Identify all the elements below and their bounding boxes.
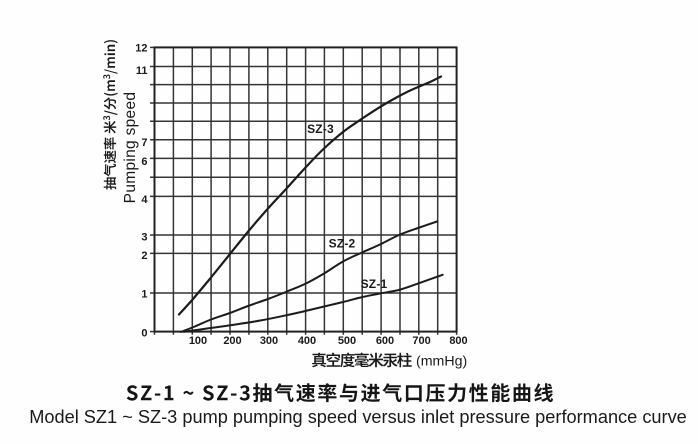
svg-text:11: 11 — [136, 65, 148, 77]
svg-text:800: 800 — [449, 335, 467, 347]
svg-text:2: 2 — [141, 250, 147, 262]
svg-text:1: 1 — [141, 288, 147, 300]
svg-text:600: 600 — [376, 335, 394, 347]
svg-text:3: 3 — [141, 231, 147, 243]
svg-text:0: 0 — [141, 327, 147, 339]
svg-text:4: 4 — [141, 194, 148, 206]
svg-text:6: 6 — [141, 156, 147, 168]
svg-text:SZ-2: SZ-2 — [329, 237, 356, 251]
svg-text:500: 500 — [338, 335, 356, 347]
svg-text:SZ-1: SZ-1 — [361, 277, 388, 291]
svg-text:Pumping speed: Pumping speed — [122, 92, 139, 204]
svg-text:(mmHg): (mmHg) — [416, 354, 467, 370]
svg-text:12: 12 — [135, 42, 147, 54]
svg-text:700: 700 — [412, 335, 430, 347]
svg-text:100: 100 — [189, 335, 207, 347]
svg-text:7: 7 — [141, 137, 147, 149]
svg-text:400: 400 — [298, 335, 316, 347]
svg-text:SZ-3: SZ-3 — [307, 122, 334, 136]
svg-text:Model SZ1 ~ SZ-3 pump pumping: Model SZ1 ~ SZ-3 pump pumping speed vers… — [29, 407, 687, 427]
svg-text:200: 200 — [223, 335, 241, 347]
svg-text:300: 300 — [260, 335, 278, 347]
